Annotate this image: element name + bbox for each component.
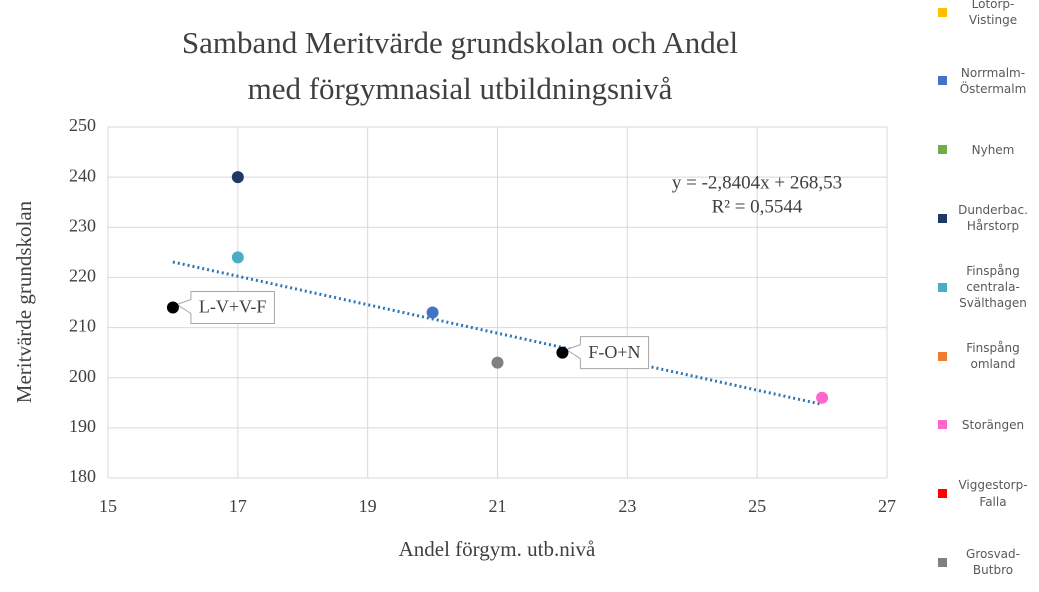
legend-item: Storängen bbox=[938, 395, 1038, 455]
equation: y = -2,8404x + 268,53 bbox=[672, 172, 842, 193]
legend-label: Finspång omland bbox=[966, 340, 1020, 371]
legend-swatch bbox=[938, 420, 947, 430]
y-tick-label: 190 bbox=[69, 416, 96, 436]
legend-item: Grosvad-Butbro bbox=[938, 532, 1038, 592]
legend-swatch bbox=[938, 7, 947, 17]
x-tick-label: 27 bbox=[878, 496, 896, 516]
y-tick-label: 230 bbox=[69, 215, 96, 235]
x-tick-label: 21 bbox=[489, 496, 507, 516]
y-tick-label: 220 bbox=[69, 266, 96, 286]
legend-swatch bbox=[938, 557, 947, 567]
y-tick-label: 250 bbox=[69, 115, 96, 135]
x-tick-label: 23 bbox=[618, 496, 636, 516]
callout-box bbox=[175, 291, 275, 325]
chart-subtitle: med förgymnasial utbildningsnivå bbox=[248, 71, 673, 106]
legend-label: Norrmalm-Östermalm bbox=[959, 65, 1027, 96]
legend-item: Dunderbac. Hårstorp bbox=[938, 188, 1038, 248]
legend-label: Storängen bbox=[961, 417, 1025, 432]
y-tick-label: 200 bbox=[69, 366, 96, 386]
point-label: F-O+N bbox=[588, 342, 640, 362]
callout-box bbox=[565, 336, 650, 370]
legend-item: Nyhem bbox=[938, 120, 1038, 180]
point bbox=[231, 251, 244, 264]
legend-item: Finspång centrala-Svälthagen bbox=[938, 257, 1038, 317]
y-tick-label: 210 bbox=[69, 316, 96, 336]
legend-label: Lotorp-Vistinge bbox=[968, 0, 1018, 27]
legend-label: Nyhem bbox=[971, 142, 1015, 157]
y-tick-label: 240 bbox=[69, 165, 96, 185]
point bbox=[816, 391, 829, 404]
legend-item: Finspång omland bbox=[938, 326, 1038, 386]
x-tick-label: 15 bbox=[99, 496, 117, 516]
legend-swatch bbox=[938, 489, 947, 499]
legend-item: Viggestorp-Falla bbox=[938, 464, 1038, 524]
x-tick-label: 17 bbox=[229, 496, 247, 516]
trendline bbox=[172, 260, 823, 406]
x-tick-label: 19 bbox=[359, 496, 377, 516]
x-axis-label: Andel förgym. utb.nivå bbox=[399, 537, 596, 561]
point bbox=[166, 301, 179, 314]
chart-title: Samband Meritvärde grundskolan och Andel bbox=[182, 25, 738, 60]
legend-swatch bbox=[938, 213, 947, 223]
legend-label: Dunderbac. Hårstorp bbox=[958, 203, 1028, 234]
legend-item: Norrmalm-Östermalm bbox=[938, 51, 1038, 111]
legend-label: Finspång centrala-Svälthagen bbox=[959, 263, 1027, 311]
y-axis-label: Meritvärde grundskolan bbox=[12, 200, 36, 403]
point-label: L-V+V-F bbox=[199, 297, 267, 317]
r-squared: R² = 0,5544 bbox=[712, 196, 803, 217]
point bbox=[231, 171, 244, 184]
legend-label: Viggestorp-Falla bbox=[958, 478, 1028, 509]
point bbox=[426, 306, 439, 319]
x-tick-label: 25 bbox=[748, 496, 766, 516]
legend-swatch bbox=[938, 282, 947, 292]
legend-swatch bbox=[938, 351, 947, 361]
legend-label: Grosvad-Butbro bbox=[966, 547, 1020, 578]
point bbox=[556, 346, 569, 359]
legend-swatch bbox=[938, 145, 947, 155]
legend-swatch bbox=[938, 76, 947, 86]
point bbox=[491, 356, 504, 369]
y-tick-label: 180 bbox=[69, 466, 96, 486]
legend-item: Lotorp-Vistinge bbox=[938, 0, 1038, 42]
chart: Samband Meritvärde grundskolan och Andel… bbox=[12, 25, 896, 561]
